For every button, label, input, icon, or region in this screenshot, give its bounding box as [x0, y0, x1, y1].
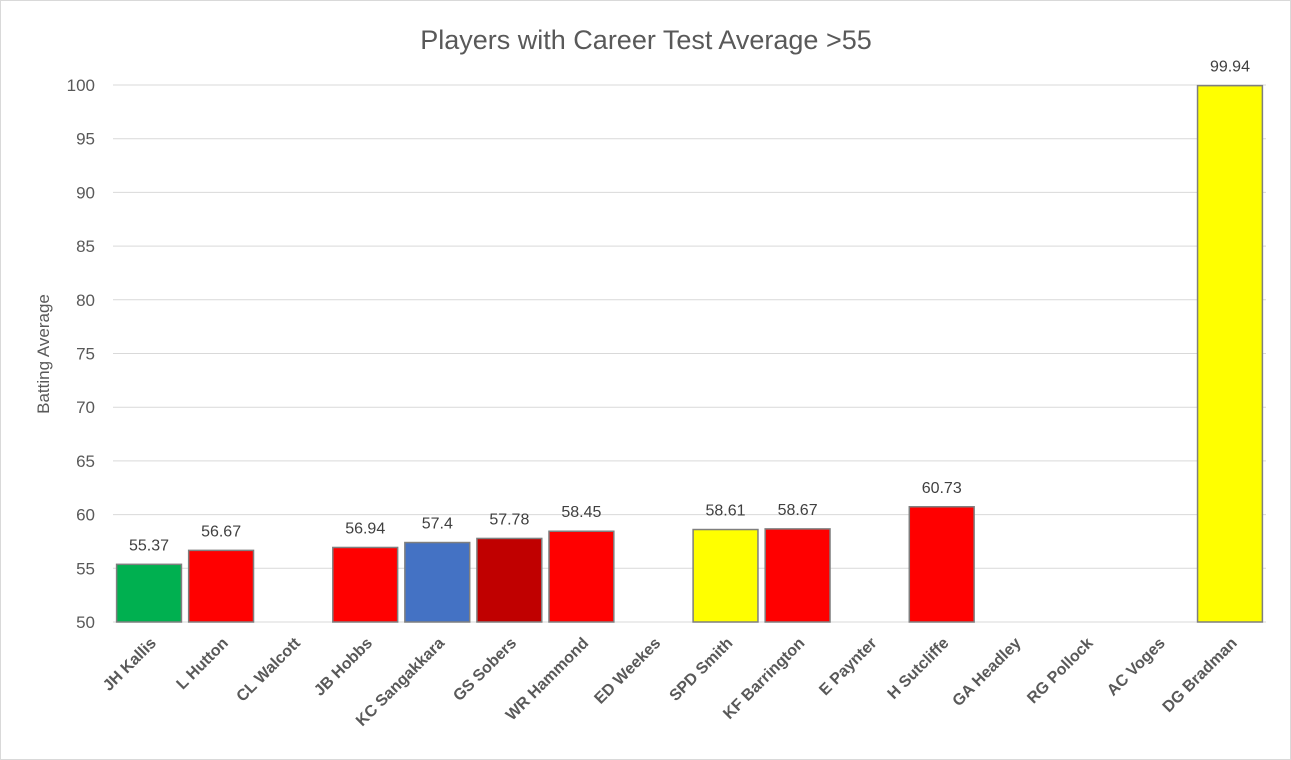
x-tick-label: AC Voges — [1104, 635, 1169, 700]
y-tick-label: 90 — [76, 183, 95, 202]
bar-spd-smith — [692, 528, 759, 623]
bar-h-sutcliffe — [908, 506, 975, 623]
x-tick-label: JB Hobbs — [311, 635, 376, 700]
data-label: 58.45 — [561, 504, 601, 521]
y-tick-label: 85 — [76, 237, 95, 256]
data-label: 56.67 — [201, 523, 241, 540]
bar-kc-sangakkara — [404, 541, 471, 623]
bar-jb-hobbs — [332, 546, 399, 623]
x-tick-label: GA Headley — [950, 635, 1025, 710]
y-tick-label: 100 — [67, 76, 95, 95]
bar-dg-bradman — [1196, 84, 1264, 623]
x-tick-label: E Paynter — [816, 635, 880, 699]
data-label: 58.67 — [778, 502, 818, 519]
y-tick-label: 95 — [76, 130, 95, 149]
data-label: 58.61 — [706, 503, 746, 520]
x-tick-label: RG Pollock — [1024, 635, 1096, 707]
x-tick-label: DG Bradman — [1160, 635, 1241, 716]
bar-jh-kallis — [115, 563, 183, 623]
y-tick-label: 80 — [76, 291, 95, 310]
bar-gs-sobers — [476, 537, 543, 623]
x-tick-label: GS Sobers — [450, 635, 520, 705]
data-labels: 55.37 56.67 56.94 57.4 57.78 58.45 58.61 58.67 6… — [129, 59, 1250, 555]
y-tick-label: 60 — [76, 506, 95, 525]
data-label: 55.37 — [129, 537, 169, 554]
x-tick-label: CL Walcott — [234, 634, 305, 705]
data-label: 99.94 — [1210, 59, 1250, 76]
x-tick-label: ED Weekes — [591, 635, 664, 708]
bar-wr-hammond — [548, 530, 615, 623]
data-label: 60.73 — [922, 480, 962, 497]
data-label: 57.4 — [422, 516, 453, 533]
data-label: 57.78 — [489, 511, 529, 528]
y-tick-label: 75 — [76, 345, 95, 364]
y-tick-label: 50 — [76, 613, 95, 632]
y-tick-label: 65 — [76, 452, 95, 471]
bar-kf-barrington — [764, 528, 831, 623]
x-tick-label: SPD Smith — [666, 635, 736, 705]
y-tick-label: 70 — [76, 398, 95, 417]
x-tick-label: JH Kallis — [100, 635, 160, 695]
data-label: 56.94 — [345, 520, 385, 537]
bars — [115, 84, 1264, 623]
y-tick-label: 55 — [76, 559, 95, 578]
y-axis-ticks: 50 55 60 65 70 75 80 85 90 95 100 — [67, 76, 95, 632]
chart-title: Players with Career Test Average >55 — [420, 25, 872, 55]
y-axis-label: Batting Average — [34, 294, 53, 414]
x-tick-label: L Hutton — [174, 635, 232, 693]
x-tick-label: H Sutcliffe — [885, 635, 953, 703]
bar-l-hutton — [187, 549, 255, 623]
grid-lines — [113, 84, 1266, 623]
